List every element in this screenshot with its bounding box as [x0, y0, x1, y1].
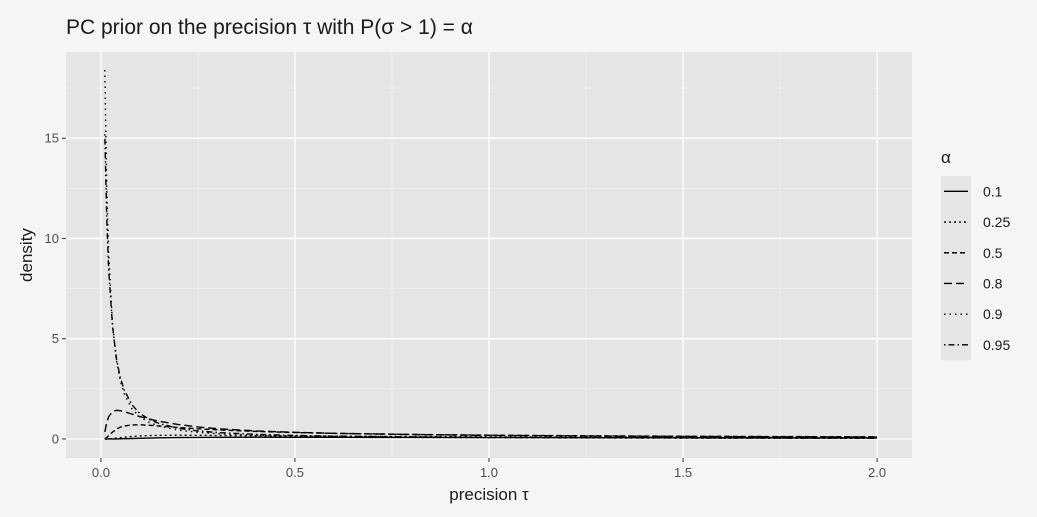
chart-title: PC prior on the precision τ with P(σ > 1… [66, 16, 473, 39]
legend-label: 0.5 [983, 245, 1003, 261]
legend-title: α [941, 148, 951, 167]
y-tick-label: 5 [52, 331, 59, 346]
series-line-0-95 [104, 134, 878, 439]
x-tick-label: 0.5 [286, 465, 304, 480]
x-tick-label: 1.5 [674, 465, 692, 480]
x-tick-label: 2.0 [868, 465, 886, 480]
legend-label: 0.8 [983, 275, 1003, 291]
grid-lines [66, 52, 912, 458]
axes: 0.0 0.5 1.0 1.5 2.0 0 5 10 15 [45, 131, 887, 480]
x-axis-label: precision τ [449, 485, 529, 504]
series-lines [104, 70, 878, 440]
y-tick-label: 10 [45, 231, 59, 246]
x-tick-label: 1.0 [480, 465, 498, 480]
series-line-0-8 [104, 409, 878, 438]
x-tick-label: 0.0 [92, 465, 110, 480]
y-axis-label: density [17, 228, 36, 282]
legend-label: 0.1 [983, 183, 1003, 199]
y-tick-label: 0 [52, 431, 59, 446]
y-tick-label: 15 [45, 131, 59, 146]
legend-label: 0.95 [983, 337, 1010, 353]
legend: α 0.1 0.25 0.5 0.8 0.9 0.95 [941, 148, 1010, 361]
legend-label: 0.25 [983, 214, 1010, 230]
legend-label: 0.9 [983, 306, 1003, 322]
